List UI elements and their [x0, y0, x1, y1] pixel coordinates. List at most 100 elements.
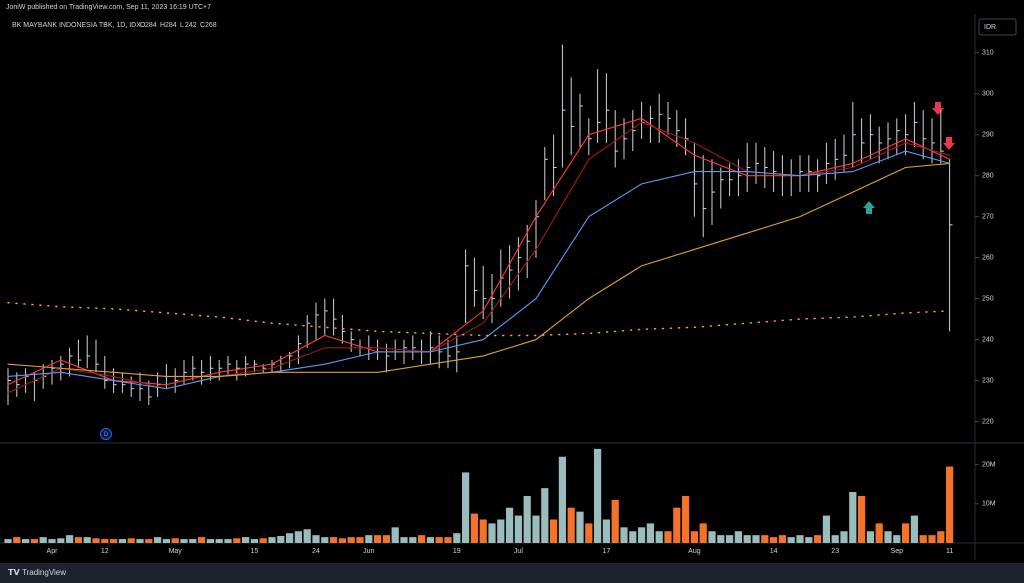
volume-bar: [655, 531, 663, 543]
volume-bar: [620, 527, 628, 543]
x-tick-label: 15: [251, 548, 259, 555]
volume-bar: [919, 535, 927, 543]
y-tick-label: 260: [982, 254, 994, 261]
volume-bar: [638, 527, 646, 543]
y-tick-label: 250: [982, 295, 994, 302]
volume-bar: [242, 537, 250, 543]
volume-bar: [770, 537, 778, 543]
volume-bar: [409, 537, 417, 543]
volume-bar: [761, 535, 769, 543]
volume-bar: [286, 533, 294, 543]
footer-logo: 𝗧𝗩: [8, 568, 20, 577]
volume-bar: [866, 531, 874, 543]
volume-bar: [576, 511, 584, 543]
dividend-marker: [100, 428, 112, 440]
volume-tick-label: 20M: [982, 461, 996, 468]
volume-bar: [506, 507, 514, 543]
volume-bar: [66, 535, 74, 543]
volume-bar: [558, 456, 566, 543]
y-tick-label: 230: [982, 377, 994, 384]
footer-bar: [0, 563, 1024, 583]
volume-bar: [347, 537, 355, 543]
buy-arrow: [863, 201, 875, 214]
volume-bar: [884, 531, 892, 543]
volume-bar: [145, 539, 153, 543]
x-tick-label: Jul: [514, 548, 523, 555]
volume-bar: [330, 537, 338, 543]
footer-brand: TradingView: [22, 568, 66, 577]
volume-bar: [224, 539, 232, 543]
sell-arrow: [943, 137, 955, 150]
volume-bar: [514, 515, 522, 543]
volume-bar: [110, 539, 118, 543]
x-tick-label: Apr: [47, 548, 59, 555]
volume-bar: [893, 535, 901, 543]
volume-bar: [752, 535, 760, 543]
volume-bar: [83, 537, 91, 543]
volume-bar: [488, 523, 496, 543]
volume-bar: [356, 537, 364, 543]
volume-bar: [796, 535, 804, 543]
volume-bar: [831, 535, 839, 543]
volume-bar: [180, 539, 188, 543]
volume-bar: [259, 538, 267, 543]
volume-bar: [497, 519, 505, 543]
volume-bar: [805, 537, 813, 543]
volume-bar: [391, 527, 399, 543]
ohlc-value: 242: [185, 22, 197, 29]
ohlc-value: 284: [165, 22, 177, 29]
volume-bar: [171, 538, 179, 543]
ohlc-key: L: [180, 22, 184, 29]
x-tick-label: Aug: [688, 548, 701, 555]
volume-bar: [541, 488, 549, 543]
volume-bar: [338, 538, 346, 543]
moving-average: [7, 150, 951, 390]
volume-bar: [365, 535, 373, 543]
volume-bar: [946, 466, 954, 543]
volume-bar: [479, 519, 487, 543]
volume-bar: [594, 448, 602, 543]
y-tick-label: 310: [982, 50, 994, 57]
volume-bar: [602, 519, 610, 543]
volume-bar: [858, 495, 866, 543]
dividend-label: D: [104, 432, 109, 438]
x-tick-label: Sep: [891, 548, 904, 555]
volume-bar: [840, 531, 848, 543]
volume-bar: [682, 495, 690, 543]
volume-bar: [585, 523, 593, 543]
volume-bar: [673, 507, 681, 543]
moving-average: [7, 162, 951, 377]
volume-bar: [822, 515, 830, 543]
volume-bar: [250, 539, 258, 543]
volume-bar: [629, 531, 637, 543]
volume-bar: [101, 539, 109, 543]
volume-bar: [690, 531, 698, 543]
volume-bar: [550, 519, 558, 543]
volume-bar: [22, 539, 30, 543]
volume-bar: [74, 537, 82, 543]
volume-bar: [294, 531, 302, 543]
sell-arrow: [932, 102, 944, 115]
volume-bar: [277, 535, 285, 543]
chart-title: BK MAYBANK INDONESIA TBK, 1D, IDX: [12, 22, 141, 29]
volume-bar: [382, 535, 390, 543]
x-tick-label: 14: [770, 548, 778, 555]
volume-bar: [717, 535, 725, 543]
x-tick-label: 23: [831, 548, 839, 555]
volume-bar: [189, 539, 197, 543]
volume-bar: [849, 492, 857, 543]
y-tick-label: 220: [982, 418, 994, 425]
volume-bar: [48, 539, 56, 543]
ohlc-key: C: [200, 22, 205, 29]
volume-bar: [664, 531, 672, 543]
volume-bar: [462, 472, 470, 543]
volume-bar: [743, 535, 751, 543]
volume-bar: [708, 531, 716, 543]
volume-bar: [418, 535, 426, 543]
volume-bar: [726, 535, 734, 543]
volume-bar: [303, 529, 311, 543]
volume-bar: [268, 537, 276, 543]
volume-bar: [611, 499, 619, 543]
volume-bar: [30, 539, 38, 543]
